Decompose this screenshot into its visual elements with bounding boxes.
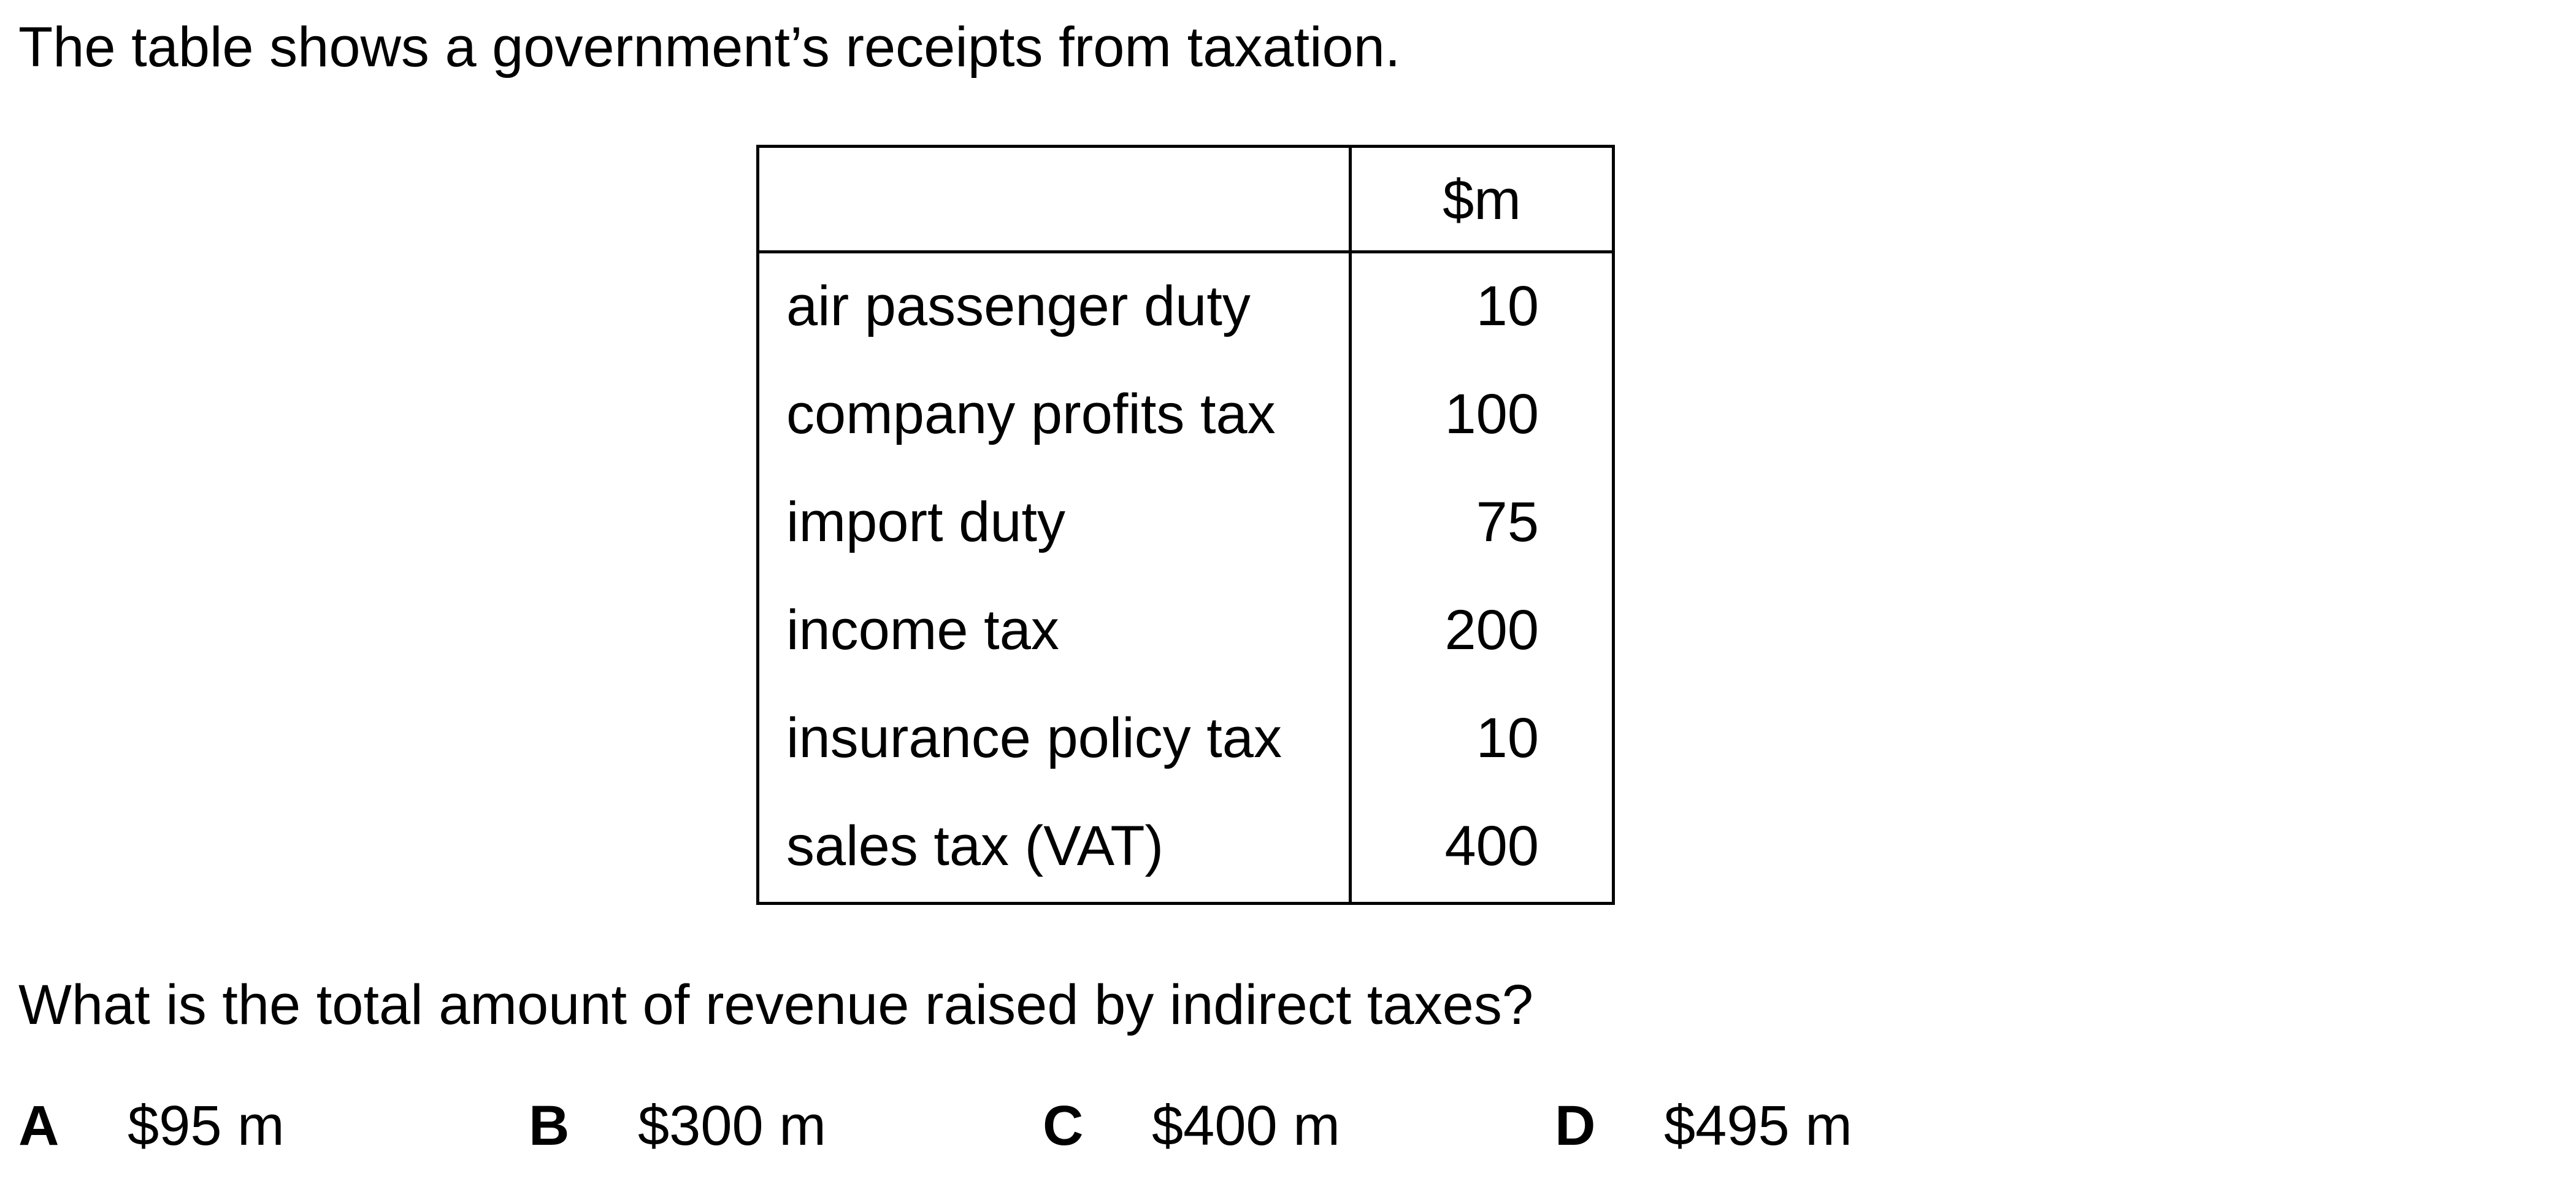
option-letter: A: [18, 1094, 59, 1157]
row-label: insurance policy tax: [786, 707, 1282, 769]
unit-header: $m: [1443, 169, 1521, 231]
table-row: import duty 75: [759, 469, 1612, 577]
row-label: company profits tax: [786, 383, 1276, 445]
row-label: sales tax (VAT): [786, 815, 1164, 877]
row-value: 400: [1444, 815, 1539, 877]
row-label: air passenger duty: [786, 275, 1251, 337]
row-value: 10: [1476, 707, 1539, 769]
row-value: 100: [1444, 383, 1539, 445]
table-row: income tax 200: [759, 577, 1612, 685]
option-text: $300 m: [638, 1094, 826, 1157]
option-text: $400 m: [1152, 1094, 1340, 1157]
table-row: sales tax (VAT) 400: [759, 793, 1612, 901]
column-divider: [1349, 148, 1352, 902]
table-row: insurance policy tax 10: [759, 685, 1612, 793]
tax-receipts-table: $m air passenger duty 10 company profits…: [756, 145, 1615, 905]
option-text: $495 m: [1664, 1094, 1852, 1157]
option-letter: D: [1555, 1094, 1596, 1157]
row-label: import duty: [786, 491, 1066, 553]
row-value: 75: [1476, 491, 1539, 553]
table-row: air passenger duty 10: [759, 253, 1612, 361]
row-label: income tax: [786, 599, 1059, 661]
table-row: company profits tax 100: [759, 361, 1612, 469]
intro-text: The table shows a government’s receipts …: [18, 16, 1401, 79]
row-value: 200: [1444, 599, 1539, 661]
question-text: What is the total amount of revenue rais…: [18, 974, 1533, 1036]
option-text: $95 m: [128, 1094, 285, 1157]
row-value: 10: [1476, 275, 1539, 337]
header-rule: [759, 250, 1612, 253]
option-letter: B: [529, 1094, 570, 1157]
option-letter: C: [1043, 1094, 1084, 1157]
